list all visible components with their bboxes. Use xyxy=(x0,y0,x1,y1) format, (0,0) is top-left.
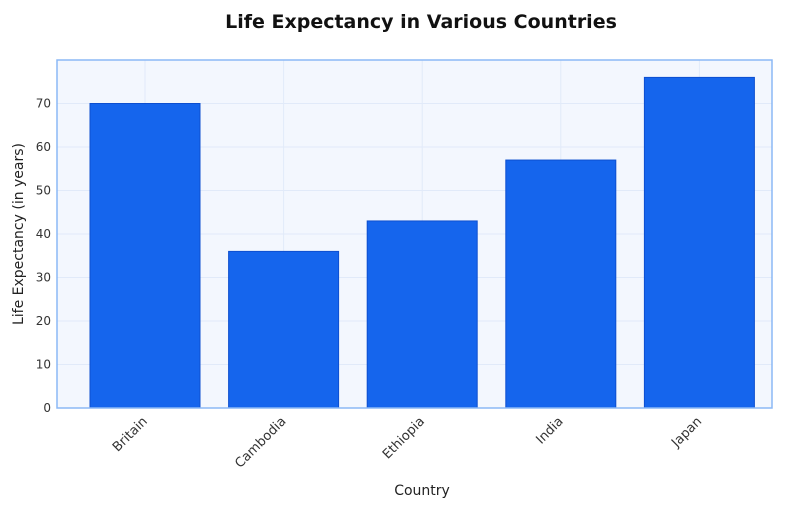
y-tick-label: 10 xyxy=(36,358,51,372)
bar-japan xyxy=(643,76,755,409)
y-tick-label: 50 xyxy=(36,184,51,198)
y-tick-label: 20 xyxy=(36,314,51,328)
y-tick-label: 0 xyxy=(43,401,51,415)
x-tick-label: India xyxy=(533,414,566,447)
chart-title: Life Expectancy in Various Countries xyxy=(225,11,617,33)
plot-border xyxy=(56,59,773,409)
x-tick-label: Japan xyxy=(668,414,705,451)
y-tick-label: 70 xyxy=(36,97,51,111)
bar-britain xyxy=(89,103,201,409)
y-axis-label: Life Expectancy (in years) xyxy=(11,143,27,325)
y-tick-label: 60 xyxy=(36,140,51,154)
y-tick-label: 40 xyxy=(36,227,51,241)
x-tick-label: Cambodia xyxy=(232,414,289,471)
bar-ethiopia xyxy=(366,220,478,409)
x-tick-label: Ethiopia xyxy=(380,414,428,462)
bar-india xyxy=(505,159,617,409)
x-tick-label: Britain xyxy=(110,414,151,455)
y-tick-label: 30 xyxy=(36,271,51,285)
x-axis-label: Country xyxy=(394,483,450,499)
plot-area: 0 10 20 30 40 50 60 70 Britain Cambodia Ethiopia In… xyxy=(36,59,773,471)
bar-cambodia xyxy=(228,250,340,409)
